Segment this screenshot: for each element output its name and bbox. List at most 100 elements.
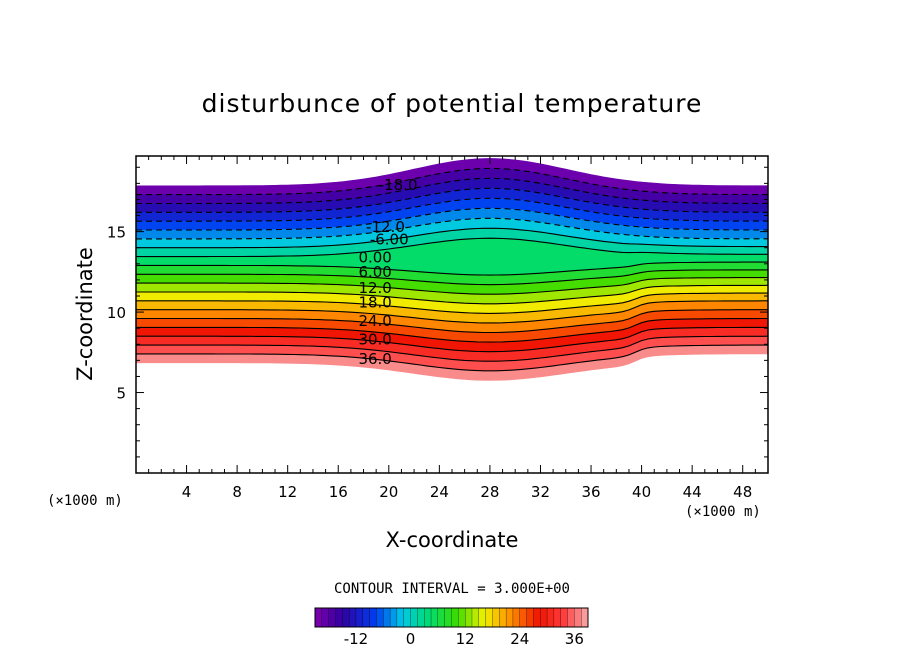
contour-label: 6.00 [358, 263, 391, 281]
x-tick-label: 8 [232, 483, 242, 501]
colorbar-cell [321, 607, 330, 628]
x-tick-label: 36 [581, 483, 600, 501]
colorbar-cell [314, 607, 323, 628]
colorbar-cell [437, 607, 446, 628]
contour-label: -6.00 [370, 231, 409, 249]
contour-line [136, 207, 768, 231]
contour-line [136, 167, 768, 196]
colorbar-cell [526, 607, 534, 628]
colorbar-tick-label: 36 [565, 630, 584, 648]
x-axis-unit-right: (×1000 m) [685, 504, 761, 520]
colorbar-cell [328, 607, 336, 628]
colorbar-cell [581, 607, 589, 628]
contour-line [136, 187, 768, 213]
colorbar-cell [458, 607, 466, 628]
colorbar-cell [553, 607, 562, 628]
colorbar-cell [485, 607, 493, 628]
colorbar-cell [369, 607, 377, 628]
contour-line [136, 277, 768, 295]
colorbar-cell [389, 607, 398, 628]
colorbar-cell [533, 607, 541, 628]
contour-label: 12.0 [358, 279, 391, 297]
colorbar-ticks: -12 0 12 24 36 [344, 630, 584, 648]
x-tick-label: 40 [632, 483, 651, 501]
x-tick-label: 48 [733, 483, 752, 501]
x-tick-label: 28 [480, 483, 499, 501]
contour-label: 0.00 [358, 248, 391, 266]
contour-label: 24.0 [358, 312, 391, 330]
colorbar: -12 0 12 24 36 [314, 607, 589, 648]
x-tick-label: 24 [430, 483, 449, 501]
colorbar-cell [478, 607, 487, 628]
colorbar-tick-label: 12 [456, 630, 475, 648]
colorbar-cell [335, 607, 343, 628]
colorbar-cell [403, 607, 412, 628]
contour-line [136, 269, 768, 286]
colorbar-frame [314, 607, 589, 628]
contour-line [136, 300, 768, 324]
contour-line [136, 292, 768, 314]
colorbar-tick-label: -12 [344, 630, 369, 648]
colorbar-cell [519, 607, 528, 628]
contour-line [136, 237, 768, 258]
colorbar-cell [574, 607, 582, 628]
x-tick-label: 4 [182, 483, 192, 501]
contour-line [136, 326, 768, 353]
y-axis-label: Z-coordinate [73, 247, 97, 381]
chart-title: disturbunce of potential temperature [202, 89, 703, 118]
colorbar-cell [540, 607, 548, 628]
colorbar-cell [492, 607, 500, 628]
colorbar-cell [546, 607, 555, 628]
contour-lines [136, 167, 769, 372]
x-tick-label: 20 [379, 483, 398, 501]
contour-label: 18.0 [358, 293, 391, 311]
contour-line [136, 227, 768, 249]
colorbar-cell [567, 607, 575, 628]
contour-line [136, 335, 769, 362]
x-tick-label: 12 [278, 483, 297, 501]
contour-label: -18.0 [379, 176, 418, 194]
colorbar-cell [451, 607, 459, 628]
colorbar-cell [464, 607, 473, 628]
x-tick-label: 44 [683, 483, 702, 501]
contour-interval-text: CONTOUR INTERVAL = 3.000E+00 [334, 581, 570, 597]
x-axis-label: X-coordinate [386, 528, 519, 552]
colorbar-cell [362, 607, 371, 628]
x-axis-ticks: 4 8 12 16 20 24 28 32 36 40 44 48 [148, 156, 756, 501]
contour-line [136, 284, 769, 305]
colorbar-cell [430, 607, 439, 628]
y-tick-label: 5 [116, 385, 126, 403]
y-axis-ticks: 5 10 15 [107, 166, 768, 458]
colorbar-cell [499, 607, 507, 628]
colorbar-cell [348, 607, 357, 628]
colorbar-cell [512, 607, 521, 628]
colorbar-cell [410, 607, 418, 628]
contour-line [136, 309, 768, 334]
colorbar-cell [376, 607, 384, 628]
contour-label: 30.0 [358, 330, 391, 348]
colorbar-cell [505, 607, 514, 628]
colorbar-cell [471, 607, 480, 628]
y-tick-label: 15 [107, 224, 126, 242]
colorbar-cell [396, 607, 405, 628]
x-axis-unit-left: (×1000 m) [47, 493, 123, 509]
colorbar-cell [424, 607, 432, 628]
contour-label: 36.0 [358, 350, 391, 368]
colorbar-cell [355, 607, 364, 628]
contour-line [136, 344, 768, 372]
y-tick-label: 10 [107, 304, 126, 322]
colorbar-cell [417, 607, 425, 628]
colorbar-cell [342, 607, 350, 628]
contour-line [136, 217, 768, 240]
contour-label: -12.0 [366, 218, 405, 236]
x-tick-label: 32 [531, 483, 550, 501]
colorbar-tick-label: 0 [406, 630, 416, 648]
colorbar-cell [560, 607, 568, 628]
colorbar-cell [444, 607, 452, 628]
contour-line [136, 177, 768, 205]
contour-line [136, 317, 768, 343]
colorbar-cell [383, 607, 391, 628]
